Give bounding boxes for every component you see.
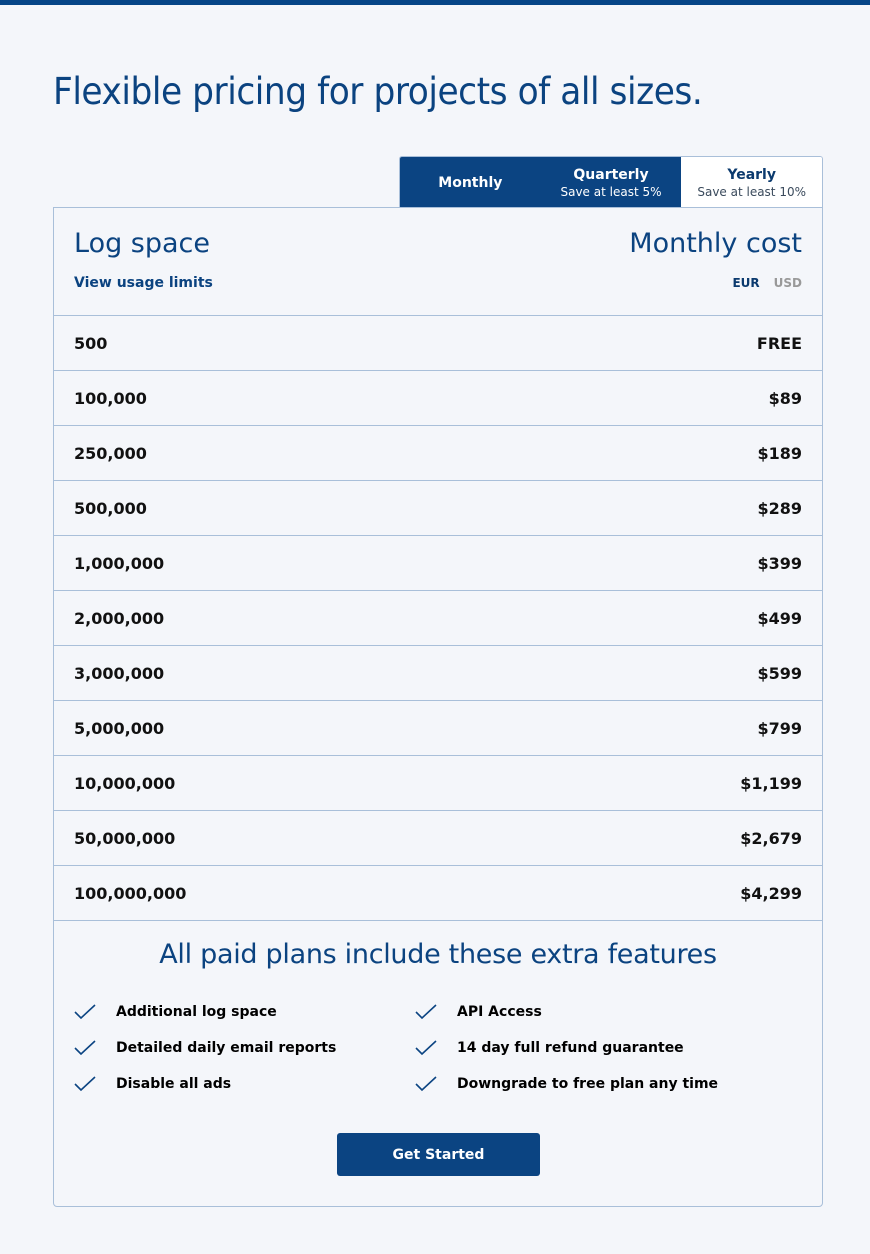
feature-label: 14 day full refund guarantee: [457, 1040, 684, 1056]
feature-label: API Access: [457, 1004, 542, 1020]
page-title: Flexible pricing for projects of all siz…: [53, 70, 703, 113]
tab-monthly[interactable]: Monthly: [400, 157, 541, 208]
log-space-value: 250,000: [74, 443, 147, 463]
currency-switch: EUR USD: [732, 276, 802, 290]
billing-period-tabs: Monthly Quarterly Save at least 5% Yearly…: [399, 156, 823, 208]
log-space-value: 100,000,000: [74, 883, 187, 903]
top-nav-bar: [0, 0, 870, 5]
price-value: $799: [757, 718, 802, 738]
price-value: $4,299: [740, 883, 802, 903]
pricing-row: 1,000,000 $399: [54, 536, 822, 591]
log-space-value: 5,000,000: [74, 718, 165, 738]
feature-label: Downgrade to free plan any time: [457, 1076, 719, 1092]
tab-quarterly[interactable]: Quarterly Save at least 5%: [540, 157, 682, 208]
pricing-row: 250,000 $189: [54, 426, 822, 481]
log-space-value: 50,000,000: [74, 828, 176, 848]
tab-note: Save at least 5%: [560, 184, 662, 199]
currency-eur[interactable]: EUR: [732, 276, 760, 290]
get-started-button[interactable]: Get Started: [337, 1133, 540, 1176]
tab-label: Yearly: [727, 166, 776, 183]
tab-note: Save at least 10%: [697, 184, 806, 199]
pricing-row: 10,000,000 $1,199: [54, 756, 822, 811]
view-usage-limits-link[interactable]: View usage limits: [74, 275, 213, 291]
pricing-rows: 500 FREE 100,000 $89 250,000 $189 500,000 $289 1…: [54, 316, 822, 921]
log-space-value: 2,000,000: [74, 608, 165, 628]
price-value: $189: [757, 443, 802, 463]
log-space-value: 500: [74, 333, 108, 353]
log-space-value: 10,000,000: [74, 773, 176, 793]
currency-usd[interactable]: USD: [773, 276, 802, 290]
feature-item: 14 day full refund guarantee: [415, 1038, 756, 1058]
features-heading: All paid plans include these extra featu…: [159, 939, 717, 970]
price-value: $399: [757, 553, 802, 573]
check-icon: [74, 1076, 96, 1092]
pricing-table-header: Log space Monthly cost View usage limits…: [54, 208, 822, 316]
feature-label: Detailed daily email reports: [116, 1040, 337, 1056]
check-icon: [415, 1040, 437, 1056]
feature-item: Disable all ads: [74, 1074, 415, 1094]
pricing-row: 5,000,000 $799: [54, 701, 822, 756]
pricing-row: 500,000 $289: [54, 481, 822, 536]
feature-label: Additional log space: [116, 1004, 277, 1020]
pricing-row: 50,000,000 $2,679: [54, 811, 822, 866]
check-icon: [74, 1040, 96, 1056]
pricing-row: 100,000,000 $4,299: [54, 866, 822, 921]
feature-item: Detailed daily email reports: [74, 1038, 415, 1058]
feature-item: Downgrade to free plan any time: [415, 1074, 756, 1094]
pricing-row: 500 FREE: [54, 316, 822, 371]
pricing-row: 2,000,000 $499: [54, 591, 822, 646]
pricing-card: Log space Monthly cost View usage limits…: [53, 207, 823, 1207]
pricing-row: 100,000 $89: [54, 371, 822, 426]
price-value: $499: [757, 608, 802, 628]
monthly-cost-heading: Monthly cost: [629, 228, 802, 259]
features-section: All paid plans include these extra featu…: [54, 939, 822, 1094]
log-space-value: 100,000: [74, 388, 147, 408]
log-space-value: 3,000,000: [74, 663, 165, 683]
feature-item: API Access: [415, 1002, 756, 1022]
price-value: $2,679: [740, 828, 802, 848]
pricing-row: 3,000,000 $599: [54, 646, 822, 701]
price-value: $289: [757, 498, 802, 518]
price-value: $89: [768, 388, 802, 408]
price-value: FREE: [756, 333, 802, 353]
tab-label: Quarterly: [573, 166, 649, 183]
features-list: Additional log space API Access Detailed d…: [74, 1002, 822, 1094]
log-space-heading: Log space: [74, 228, 211, 259]
price-value: $1,199: [740, 773, 802, 793]
log-space-value: 500,000: [74, 498, 147, 518]
check-icon: [74, 1004, 96, 1020]
feature-item: Additional log space: [74, 1002, 415, 1022]
feature-label: Disable all ads: [116, 1076, 232, 1092]
log-space-value: 1,000,000: [74, 553, 165, 573]
tab-yearly[interactable]: Yearly Save at least 10%: [681, 157, 822, 208]
price-value: $599: [757, 663, 802, 683]
tab-label: Monthly: [438, 174, 503, 191]
check-icon: [415, 1076, 437, 1092]
check-icon: [415, 1004, 437, 1020]
